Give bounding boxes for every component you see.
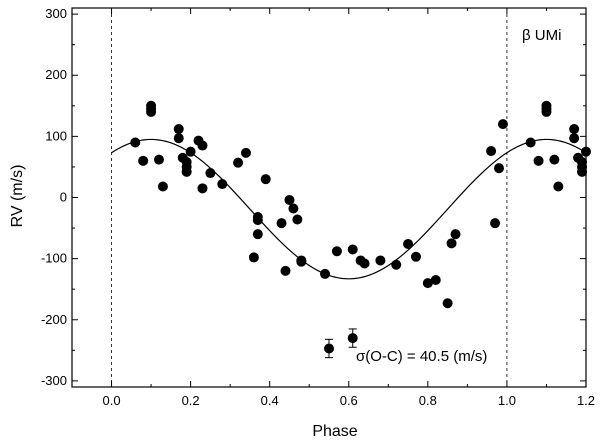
data-point	[541, 106, 552, 117]
data-point	[331, 246, 342, 257]
data-point	[430, 275, 441, 286]
data-point	[533, 155, 544, 166]
data-point	[248, 252, 259, 263]
data-point	[185, 146, 196, 157]
x-tick-label: 0.6	[340, 393, 358, 408]
data-point	[375, 255, 386, 266]
reference-lines	[111, 8, 508, 387]
data-point	[280, 265, 291, 276]
data-point	[410, 251, 421, 262]
x-tick-label: 0.4	[261, 393, 279, 408]
data-point	[320, 268, 331, 279]
data-point	[494, 163, 505, 174]
data-point	[422, 278, 433, 289]
data-point	[130, 137, 141, 148]
y-tick-label: -100	[41, 251, 67, 266]
data-point	[138, 155, 149, 166]
data-point	[197, 183, 208, 194]
data-point	[157, 181, 168, 192]
data-point	[347, 244, 358, 255]
data-point	[173, 124, 184, 135]
x-tick-label: 0.2	[182, 393, 200, 408]
x-tick-labels: 0.0 0.2 0.4 0.6 0.8 1.0 1.2	[102, 393, 595, 408]
x-tick-label: 0.0	[102, 393, 120, 408]
y-tick-label: 100	[45, 128, 67, 143]
data-point	[442, 298, 453, 309]
data-point	[288, 203, 299, 214]
data-point	[446, 238, 457, 249]
data-point	[284, 194, 295, 205]
x-tick-label: 1.0	[498, 393, 516, 408]
axis-ticks	[71, 8, 587, 387]
y-tick-labels: -300 -200 -100 0 100 200 300	[41, 6, 67, 388]
data-point	[260, 174, 271, 185]
y-tick-label: 300	[45, 6, 67, 21]
data-point	[240, 147, 251, 158]
y-tick-label: -200	[41, 312, 67, 327]
data-point	[486, 146, 497, 157]
data-point	[549, 154, 560, 165]
data-point	[233, 157, 244, 168]
data-point	[497, 119, 508, 130]
sigma-oc-label: σ(O-C) = 40.5 (m/s)	[356, 348, 487, 365]
data-point	[359, 258, 370, 269]
data-point	[146, 106, 157, 117]
plot-frame	[71, 7, 587, 388]
data-point	[296, 256, 307, 267]
data-point	[197, 140, 208, 151]
y-tick-label: 0	[60, 190, 67, 205]
y-axis-title: RV (m/s)	[9, 165, 26, 228]
data-point	[252, 229, 263, 240]
data-point	[181, 166, 192, 177]
data-point	[553, 181, 564, 192]
data-point	[173, 133, 184, 144]
error-bar-points	[324, 328, 358, 359]
data-point	[205, 168, 216, 179]
x-axis-title: Phase	[312, 423, 357, 440]
data-points	[130, 100, 591, 309]
data-point	[525, 137, 536, 148]
data-point	[577, 166, 588, 177]
y-tick-label: -300	[41, 373, 67, 388]
data-point	[292, 214, 303, 225]
star-name-label: β UMi	[522, 27, 561, 44]
error-bar-point	[347, 333, 358, 344]
error-bar-point	[324, 343, 334, 354]
data-point	[569, 124, 580, 135]
data-point	[276, 218, 287, 229]
data-point	[252, 212, 263, 223]
data-point	[153, 154, 164, 165]
data-point	[391, 259, 402, 270]
data-point	[490, 218, 501, 229]
x-tick-label: 1.2	[577, 393, 595, 408]
data-point	[569, 133, 580, 144]
y-tick-label: 200	[45, 67, 67, 82]
data-point	[450, 229, 461, 240]
x-tick-label: 0.8	[419, 393, 437, 408]
data-point	[217, 179, 228, 190]
data-point	[403, 238, 414, 249]
